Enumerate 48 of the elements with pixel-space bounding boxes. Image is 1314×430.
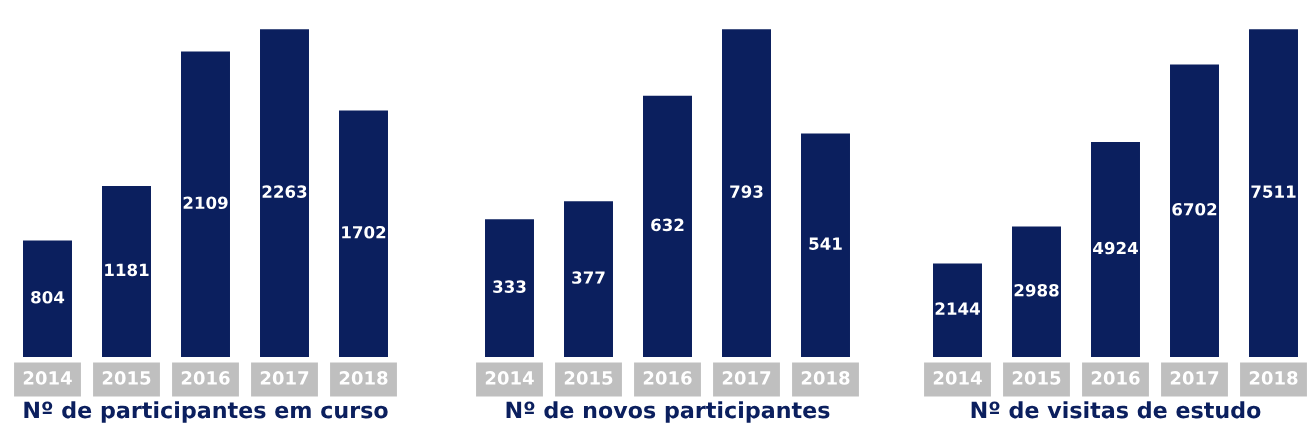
data-label: 377	[572, 271, 605, 284]
data-label: 1702	[342, 225, 386, 239]
bar	[722, 29, 771, 357]
bar	[564, 201, 613, 357]
data-label: 1181	[105, 263, 149, 277]
data-label: 6702	[1172, 202, 1217, 216]
data-label: 2144	[935, 302, 980, 315]
x-tick-label: 2014	[485, 371, 534, 385]
bar	[1249, 29, 1298, 357]
data-label: 333	[493, 280, 526, 293]
x-tick-label: 2016	[1091, 371, 1140, 385]
bar	[643, 95, 692, 357]
x-tick-label: 2016	[643, 371, 692, 385]
text: Nº de visitas de estudo	[971, 401, 1261, 419]
bar	[181, 51, 230, 357]
data-label: 2263	[262, 185, 307, 198]
x-tick-label: 2015	[564, 371, 613, 385]
text: Nº de novos participantes	[506, 401, 830, 423]
x-tick-label: 2015	[1012, 371, 1061, 385]
data-label: 541	[809, 237, 842, 250]
data-label: 2109	[183, 196, 228, 210]
data-label: 2988	[1014, 283, 1059, 297]
bar	[1012, 226, 1061, 357]
bar	[933, 263, 982, 357]
x-tick-label: 2017	[1170, 371, 1219, 385]
text: Nº de participantes em curso	[24, 401, 388, 423]
x-tick-label: 2018	[339, 371, 388, 385]
data-label: 793	[730, 185, 763, 198]
data-label: 804	[31, 290, 65, 304]
x-tick-label: 2018	[801, 371, 850, 385]
x-tick-label: 2017	[260, 371, 309, 385]
x-tick-label: 2014	[933, 371, 982, 385]
bar	[102, 185, 151, 357]
x-tick-label: 2018	[1249, 371, 1298, 385]
bar	[1170, 64, 1219, 357]
bar	[260, 29, 309, 357]
x-tick-label: 2016	[181, 371, 230, 385]
data-label: 7511	[1251, 185, 1296, 198]
data-label: 4924	[1093, 241, 1138, 255]
data-label: 632	[651, 218, 684, 232]
bar	[23, 240, 72, 357]
bar	[339, 110, 388, 357]
bar	[485, 219, 534, 357]
x-tick-label: 2015	[102, 371, 151, 385]
x-tick-label: 2017	[722, 371, 771, 385]
bar	[1091, 142, 1140, 357]
bar	[801, 133, 850, 357]
x-tick-label: 2014	[23, 371, 72, 385]
